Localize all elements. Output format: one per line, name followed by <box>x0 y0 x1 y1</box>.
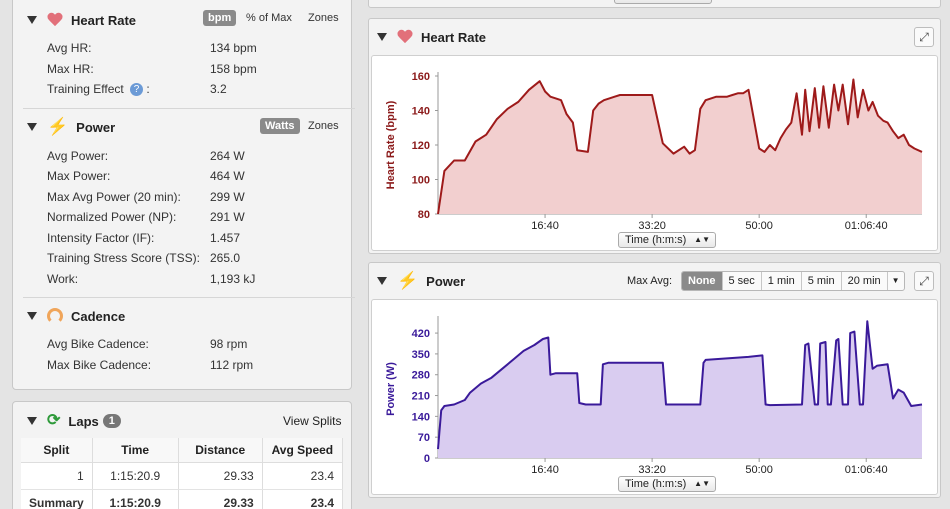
previous-select[interactable]: ▼ <box>614 0 712 4</box>
collapse-triangle-icon[interactable] <box>377 33 387 41</box>
hr-time-axis-select[interactable]: Time (h:m:s) ▲▼ <box>618 232 716 248</box>
power-x-tick-label: 50:00 <box>745 464 773 476</box>
collapse-triangle-icon[interactable] <box>27 417 37 425</box>
column-header[interactable]: Avg Speed <box>262 438 344 463</box>
hr-chart-header[interactable]: Heart Rate <box>377 27 486 47</box>
heart-rate-section-header[interactable]: Heart Rate <box>27 10 136 30</box>
lightning-icon: ⚡ <box>397 271 419 290</box>
hr-y-tick-label: 100 <box>412 175 430 187</box>
hr-x-tick-label: 01:06:40 <box>845 220 888 232</box>
summary-panel: Heart Rate bpm % of Max Zones Avg HR: 134… <box>12 0 355 390</box>
collapse-triangle-icon[interactable] <box>27 16 37 24</box>
power-time-axis-select[interactable]: Time (h:m:s) ▲▼ <box>618 476 716 492</box>
laps-table: Split Time Distance Avg Speed 1 1:15:20.… <box>21 438 344 509</box>
power-series-area <box>438 321 922 458</box>
cadence-title: Cadence <box>71 308 126 324</box>
hr-y-tick-label: 120 <box>412 140 430 152</box>
laps-panel: ⟳ Laps 1 View Splits Split Time Distance… <box>12 401 352 509</box>
power-x-tick-label: 16:40 <box>531 464 559 476</box>
hr-x-tick-label: 50:00 <box>745 220 773 232</box>
hr-zones-toggle[interactable]: Zones <box>308 12 339 24</box>
power-y-axis-label: Power (W) <box>385 362 397 416</box>
power-y-tick-label: 0 <box>424 453 430 465</box>
hr-y-tick-label: 80 <box>418 209 430 221</box>
power-chart-frame: 0 70 140 210 280 350 420 16:40 33:20 50:00 01:06:4… <box>371 299 938 495</box>
hr-chart-frame: 80 100 120 140 160 16:40 33:20 50:00 01:06:40 Hea… <box>371 55 938 251</box>
power-chart-title: Power <box>426 273 466 289</box>
power-zones-toggle[interactable]: Zones <box>308 120 339 132</box>
laps-count-badge: 1 <box>102 414 121 428</box>
expand-icon[interactable]: ⤢ <box>914 27 934 47</box>
max-avg-5min[interactable]: 5 min <box>800 272 841 290</box>
power-series-line <box>437 320 923 450</box>
hr-y-axis-label: Heart Rate (bpm) <box>385 100 397 189</box>
lightning-icon: ⚡ <box>47 117 69 136</box>
expand-icon[interactable]: ⤢ <box>914 271 934 291</box>
max-avg-20min[interactable]: 20 min <box>840 272 887 290</box>
power-title: Power <box>76 119 116 135</box>
table-header-row: Split Time Distance Avg Speed <box>21 438 344 463</box>
hr-chart-title: Heart Rate <box>421 29 487 45</box>
table-row[interactable]: 1 1:15:20.9 29.33 23.4 <box>21 462 344 490</box>
max-avg-1min[interactable]: 1 min <box>760 272 801 290</box>
power-y-tick-label: 420 <box>412 328 430 340</box>
power-y-tick-label: 70 <box>418 432 430 444</box>
max-avg-5sec[interactable]: 5 sec <box>721 272 761 290</box>
table-row-summary: Summary 1:15:20.9 29.33 23.4 <box>21 489 344 509</box>
hr-series-line <box>437 78 923 215</box>
power-section-header[interactable]: ⚡ Power <box>27 117 115 137</box>
laps-refresh-icon: ⟳ <box>47 412 61 429</box>
collapse-triangle-icon[interactable] <box>27 123 37 131</box>
bpm-toggle[interactable]: bpm <box>203 10 237 26</box>
heart-icon <box>397 30 413 44</box>
divider <box>23 297 355 298</box>
collapse-triangle-icon[interactable] <box>377 277 387 285</box>
column-header[interactable]: Split <box>21 438 93 463</box>
hr-y-tick-label: 140 <box>412 106 430 118</box>
column-header[interactable]: Time <box>92 438 179 463</box>
view-splits-link[interactable]: View Splits <box>283 414 342 428</box>
heart-rate-chart-panel: Heart Rate ⤢ 80 100 120 140 160 16:40 33:20 50:… <box>368 18 941 254</box>
heart-rate-title: Heart Rate <box>71 12 137 28</box>
hr-y-tick-label: 160 <box>412 71 430 83</box>
watts-toggle[interactable]: Watts <box>260 118 300 134</box>
percent-max-toggle[interactable]: % of Max <box>246 12 292 24</box>
max-avg-segmented-control: None 5 sec 1 min 5 min 20 min ▼ <box>681 271 905 291</box>
power-chart-panel: ⚡ Power Max Avg: None 5 sec 1 min 5 min … <box>368 262 941 498</box>
power-y-tick-label: 280 <box>412 370 430 382</box>
heart-icon <box>47 13 63 27</box>
divider <box>23 108 355 109</box>
hr-x-tick-label: 16:40 <box>531 220 559 232</box>
laps-section-header[interactable]: ⟳ Laps 1 <box>27 411 121 431</box>
cadence-section-header[interactable]: Cadence <box>27 306 125 326</box>
max-avg-dropdown[interactable]: ▼ <box>886 272 904 290</box>
power-y-tick-label: 350 <box>412 349 430 361</box>
max-avg-none[interactable]: None <box>682 272 722 290</box>
power-x-tick-label: 01:06:40 <box>845 464 888 476</box>
power-chart[interactable]: 0 70 140 210 280 350 420 16:40 33:20 50:00 01:06:4… <box>372 300 939 496</box>
previous-panel-bottom: ▼ <box>368 0 941 8</box>
cadence-icon <box>47 308 63 324</box>
power-chart-header[interactable]: ⚡ Power <box>377 271 465 291</box>
power-y-tick-label: 210 <box>412 391 430 403</box>
collapse-triangle-icon[interactable] <box>27 312 37 320</box>
max-avg-label: Max Avg: <box>627 275 673 287</box>
power-y-tick-label: 140 <box>412 411 430 423</box>
info-icon[interactable]: ? <box>130 83 144 97</box>
hr-series-area <box>438 79 922 214</box>
hr-x-tick-label: 33:20 <box>638 220 666 232</box>
column-header[interactable]: Distance <box>178 438 263 463</box>
power-x-tick-label: 33:20 <box>638 464 666 476</box>
heart-rate-chart[interactable]: 80 100 120 140 160 16:40 33:20 50:00 01:06:40 Hea… <box>372 56 939 252</box>
laps-title: Laps <box>68 413 99 429</box>
